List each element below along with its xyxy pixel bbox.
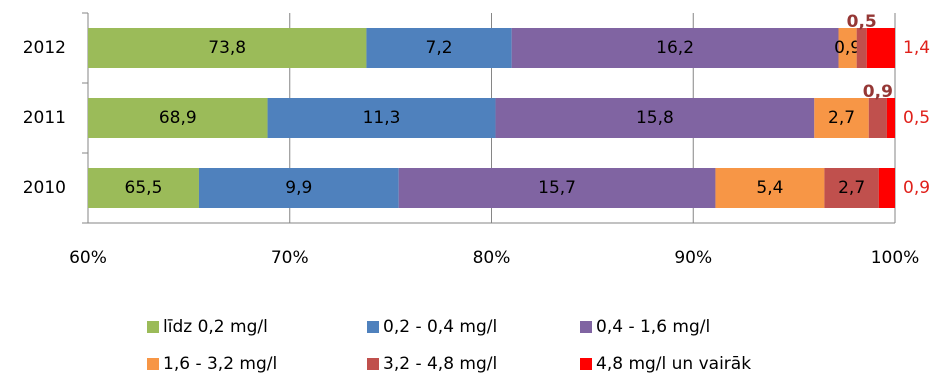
y-tick-label: 2010: [23, 178, 66, 198]
y-tick-label: 2011: [23, 108, 66, 128]
x-tick-label: 70%: [271, 248, 309, 268]
data-label: 5,4: [756, 178, 783, 198]
data-label: 15,8: [636, 108, 674, 128]
data-label: 0,9: [834, 38, 861, 58]
legend-label: līdz 0,2 mg/l: [163, 317, 268, 337]
x-tick-label: 90%: [674, 248, 712, 268]
data-label: 11,3: [363, 108, 401, 128]
legend-swatch: [580, 321, 592, 333]
x-tick-label: 80%: [473, 248, 511, 268]
bar-segment: [88, 28, 367, 68]
bar-segment: [886, 98, 895, 138]
bar-segment: [198, 168, 399, 208]
bar-segment: [511, 28, 839, 68]
legend-swatch: [367, 321, 379, 333]
bar-segment: [88, 168, 199, 208]
bar-segment: [715, 168, 825, 208]
legend-label: 1,6 - 3,2 mg/l: [163, 354, 277, 374]
data-label: 16,2: [656, 38, 694, 58]
bar-segment: [856, 28, 867, 68]
bar-segment: [814, 98, 869, 138]
bar-segment: [878, 168, 895, 208]
data-label: 0,9: [903, 178, 930, 198]
legend-label: 0,2 - 0,4 mg/l: [383, 317, 497, 337]
data-label: 73,8: [208, 38, 246, 58]
legend-label: 4,8 mg/l un vairāk: [596, 354, 751, 374]
bar-segment: [88, 98, 268, 138]
legend-swatch: [147, 358, 159, 370]
bar-segment: [398, 168, 716, 208]
bar-segment: [366, 28, 512, 68]
data-label: 15,7: [538, 178, 576, 198]
data-label: 1,4: [903, 38, 930, 58]
bar-segment: [866, 28, 895, 68]
data-label: 2,7: [828, 108, 855, 128]
legend-label: 3,2 - 4,8 mg/l: [383, 354, 497, 374]
bar-segment: [267, 98, 496, 138]
bar-segment: [824, 168, 879, 208]
y-tick-label: 2012: [23, 38, 66, 58]
x-tick-label: 60%: [69, 248, 107, 268]
data-label: 0,5: [847, 12, 877, 32]
data-label: 65,5: [125, 178, 163, 198]
legend-swatch: [367, 358, 379, 370]
data-label: 9,9: [285, 178, 312, 198]
data-label: 68,9: [159, 108, 197, 128]
legend-swatch: [580, 358, 592, 370]
x-tick-label: 100%: [871, 248, 920, 268]
data-label: 0,5: [903, 108, 930, 128]
legend-swatch: [147, 321, 159, 333]
data-label: 0,9: [863, 82, 893, 102]
legend-label: 0,4 - 1,6 mg/l: [596, 317, 710, 337]
data-label: 2,7: [838, 178, 865, 198]
bar-segment: [868, 98, 887, 138]
bar-segment: [838, 28, 857, 68]
bar-segment: [495, 98, 815, 138]
data-label: 7,2: [426, 38, 453, 58]
